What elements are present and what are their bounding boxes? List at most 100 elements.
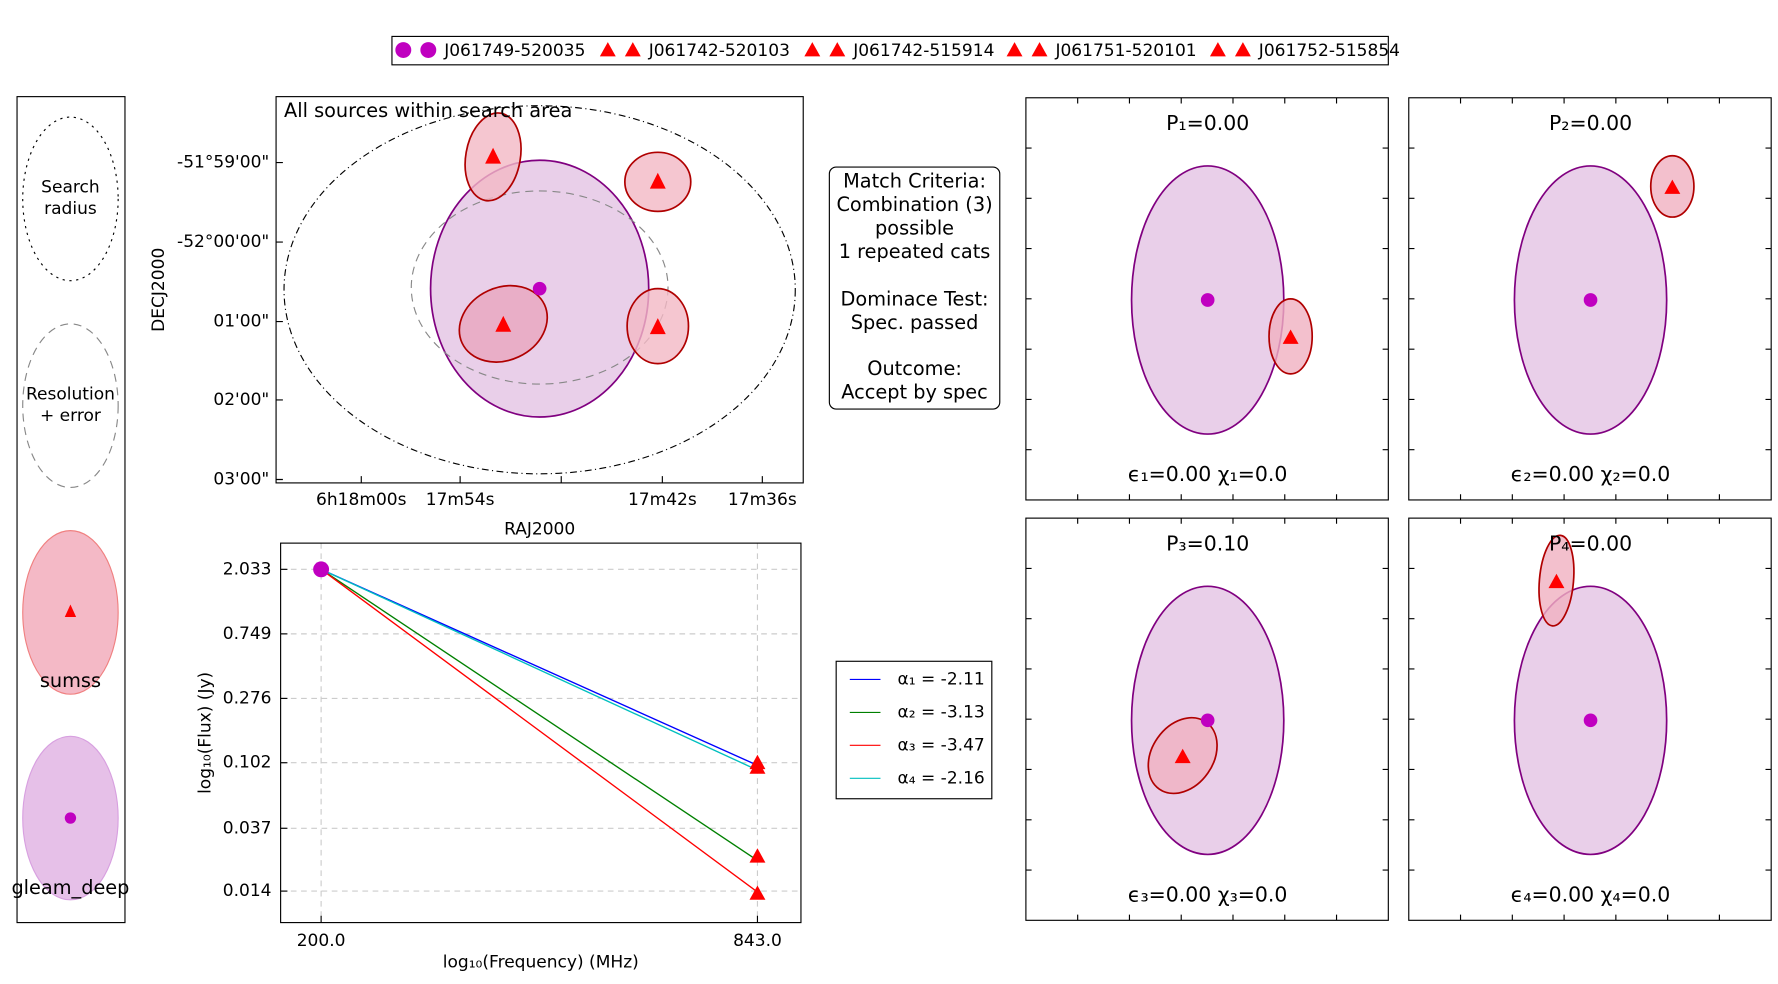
y-tick-label: 2.033 [223, 559, 272, 579]
key-label: Resolution [26, 384, 115, 404]
gleam-marker [1200, 713, 1215, 728]
legend-label: α₁ = -2.11 [898, 669, 985, 689]
triangle-marker [749, 759, 766, 774]
triangle-marker [1174, 748, 1191, 764]
y-tick-label: 0.102 [223, 753, 272, 773]
legend-label: J061752-515854 [1258, 41, 1400, 61]
panel-probability: P₂=0.00 [1549, 111, 1632, 135]
x-tick-label: 843.0 [733, 931, 782, 951]
sky-map: All sources within search area RAJ2000 D… [149, 96, 804, 539]
series-line [320, 568, 758, 771]
sky-title: All sources within search area [284, 99, 572, 122]
match-text-line: Match Criteria: [843, 169, 986, 192]
match-text-line: Accept by spec [841, 380, 988, 403]
y-tick-label: 0.276 [223, 688, 272, 708]
triangle-marker [749, 848, 766, 863]
triangle-marker [1234, 42, 1251, 57]
triangle-marker [1282, 329, 1299, 344]
key-label: gleam_deep [11, 876, 129, 899]
panel-probability: P₃=0.10 [1166, 531, 1249, 555]
triangle-marker [1209, 42, 1226, 57]
match-text-line: Combination (3) [836, 193, 992, 216]
y-tick-label: 02'00" [213, 390, 269, 410]
x-axis-label: log₁₀(Frequency) (MHz) [443, 952, 639, 972]
legend-label: J061749-520035 [443, 41, 585, 61]
match-text-line: possible [875, 217, 954, 240]
gleam-marker [532, 281, 547, 296]
x-tick-label: 17m36s [728, 490, 797, 510]
data-point [313, 561, 330, 578]
resolution-ellipse [410, 190, 669, 385]
series-line [320, 568, 758, 766]
x-tick-label: 17m42s [628, 490, 697, 510]
x-axis-label: RAJ2000 [504, 519, 575, 539]
sky-ticks [276, 161, 763, 483]
panel-ticks [1408, 518, 1772, 921]
match-text-line: Spec. passed [851, 311, 979, 334]
gleam-marker [1583, 713, 1598, 728]
y-tick-label: -51°59'00" [177, 153, 269, 173]
match-text-line: 1 repeated cats [839, 240, 991, 263]
legend-label: J061751-520101 [1054, 41, 1196, 61]
search-radius-icon [22, 116, 119, 282]
key-panel [16, 96, 126, 924]
panel-ticks [1025, 97, 1389, 500]
y-tick-label: -52°00'00" [177, 232, 269, 252]
x-tick-label: 6h18m00s [316, 490, 407, 510]
legend-label: J061742-520103 [648, 41, 790, 61]
y-axis-label: log₁₀(Flux) (Jy) [196, 672, 216, 794]
key-label: Search [41, 178, 100, 198]
panel-stats: ϵ₂=0.00 χ₂=0.0 [1511, 462, 1671, 486]
triangle-marker [1031, 42, 1048, 57]
panel-ticks [1408, 97, 1772, 500]
top-legend: J061749-520035 J061742-520103 J061742-5159… [395, 41, 1400, 61]
y-tick-label: 0.037 [223, 818, 272, 838]
legend-marker [420, 42, 437, 59]
key-label: + error [40, 406, 101, 426]
top-legend-box [391, 35, 1389, 66]
sumss-marker [64, 604, 77, 617]
panel-stats: ϵ₃=0.00 χ₃=0.0 [1128, 882, 1288, 906]
sed-legend-box [835, 660, 993, 800]
sed-chart: 2.033 0.749 0.276 0.102 0.037 0.014 200.0 843.0… [196, 542, 985, 972]
panel-probability: P₁=0.00 [1166, 111, 1249, 135]
legend-marker [395, 42, 412, 59]
gleam-marker [64, 812, 77, 824]
match-text-line: Outcome: [867, 357, 962, 380]
gleam-marker [1583, 293, 1598, 307]
y-tick-label: 03'00" [213, 470, 269, 490]
panel-stats: ϵ₄=0.00 χ₄=0.0 [1511, 882, 1671, 906]
series-line [320, 568, 758, 861]
search-circle [283, 105, 796, 475]
triangle-marker [749, 885, 766, 900]
series-line [320, 568, 758, 893]
key-label: sumss [40, 669, 101, 692]
panel-ticks [1025, 518, 1389, 921]
triangle-marker [829, 42, 846, 57]
triangle-marker [599, 42, 616, 57]
legend-label: α₄ = -2.16 [898, 768, 985, 788]
triangle-marker [1006, 42, 1023, 57]
sky-tick-labels: 6h18m00s 17m54s 17m42s 17m36s -51°59'00" -52°… [177, 153, 797, 510]
legend-label: α₃ = -3.47 [898, 735, 985, 755]
y-axis-label: DECJ2000 [149, 248, 169, 332]
y-tick-label: 0.749 [223, 624, 272, 644]
x-tick-label: 200.0 [297, 931, 346, 951]
panel-probability: P₄=0.00 [1549, 531, 1632, 555]
triangle-marker [1664, 179, 1681, 194]
triangle-marker [804, 42, 821, 57]
y-tick-label: 01'00" [213, 312, 269, 332]
sky-axes [275, 96, 804, 484]
panel-stats: ϵ₁=0.00 χ₁=0.0 [1128, 462, 1288, 486]
gleam-marker [1200, 293, 1215, 307]
key-label: radius [44, 199, 97, 219]
triangle-marker [624, 42, 641, 57]
legend-label: J061742-515914 [852, 41, 994, 61]
triangle-marker [1548, 573, 1565, 589]
y-tick-label: 0.014 [223, 881, 272, 901]
match-text-line: Dominace Test: [841, 287, 989, 310]
x-tick-label: 17m54s [426, 490, 495, 510]
resolution-icon [22, 323, 119, 489]
